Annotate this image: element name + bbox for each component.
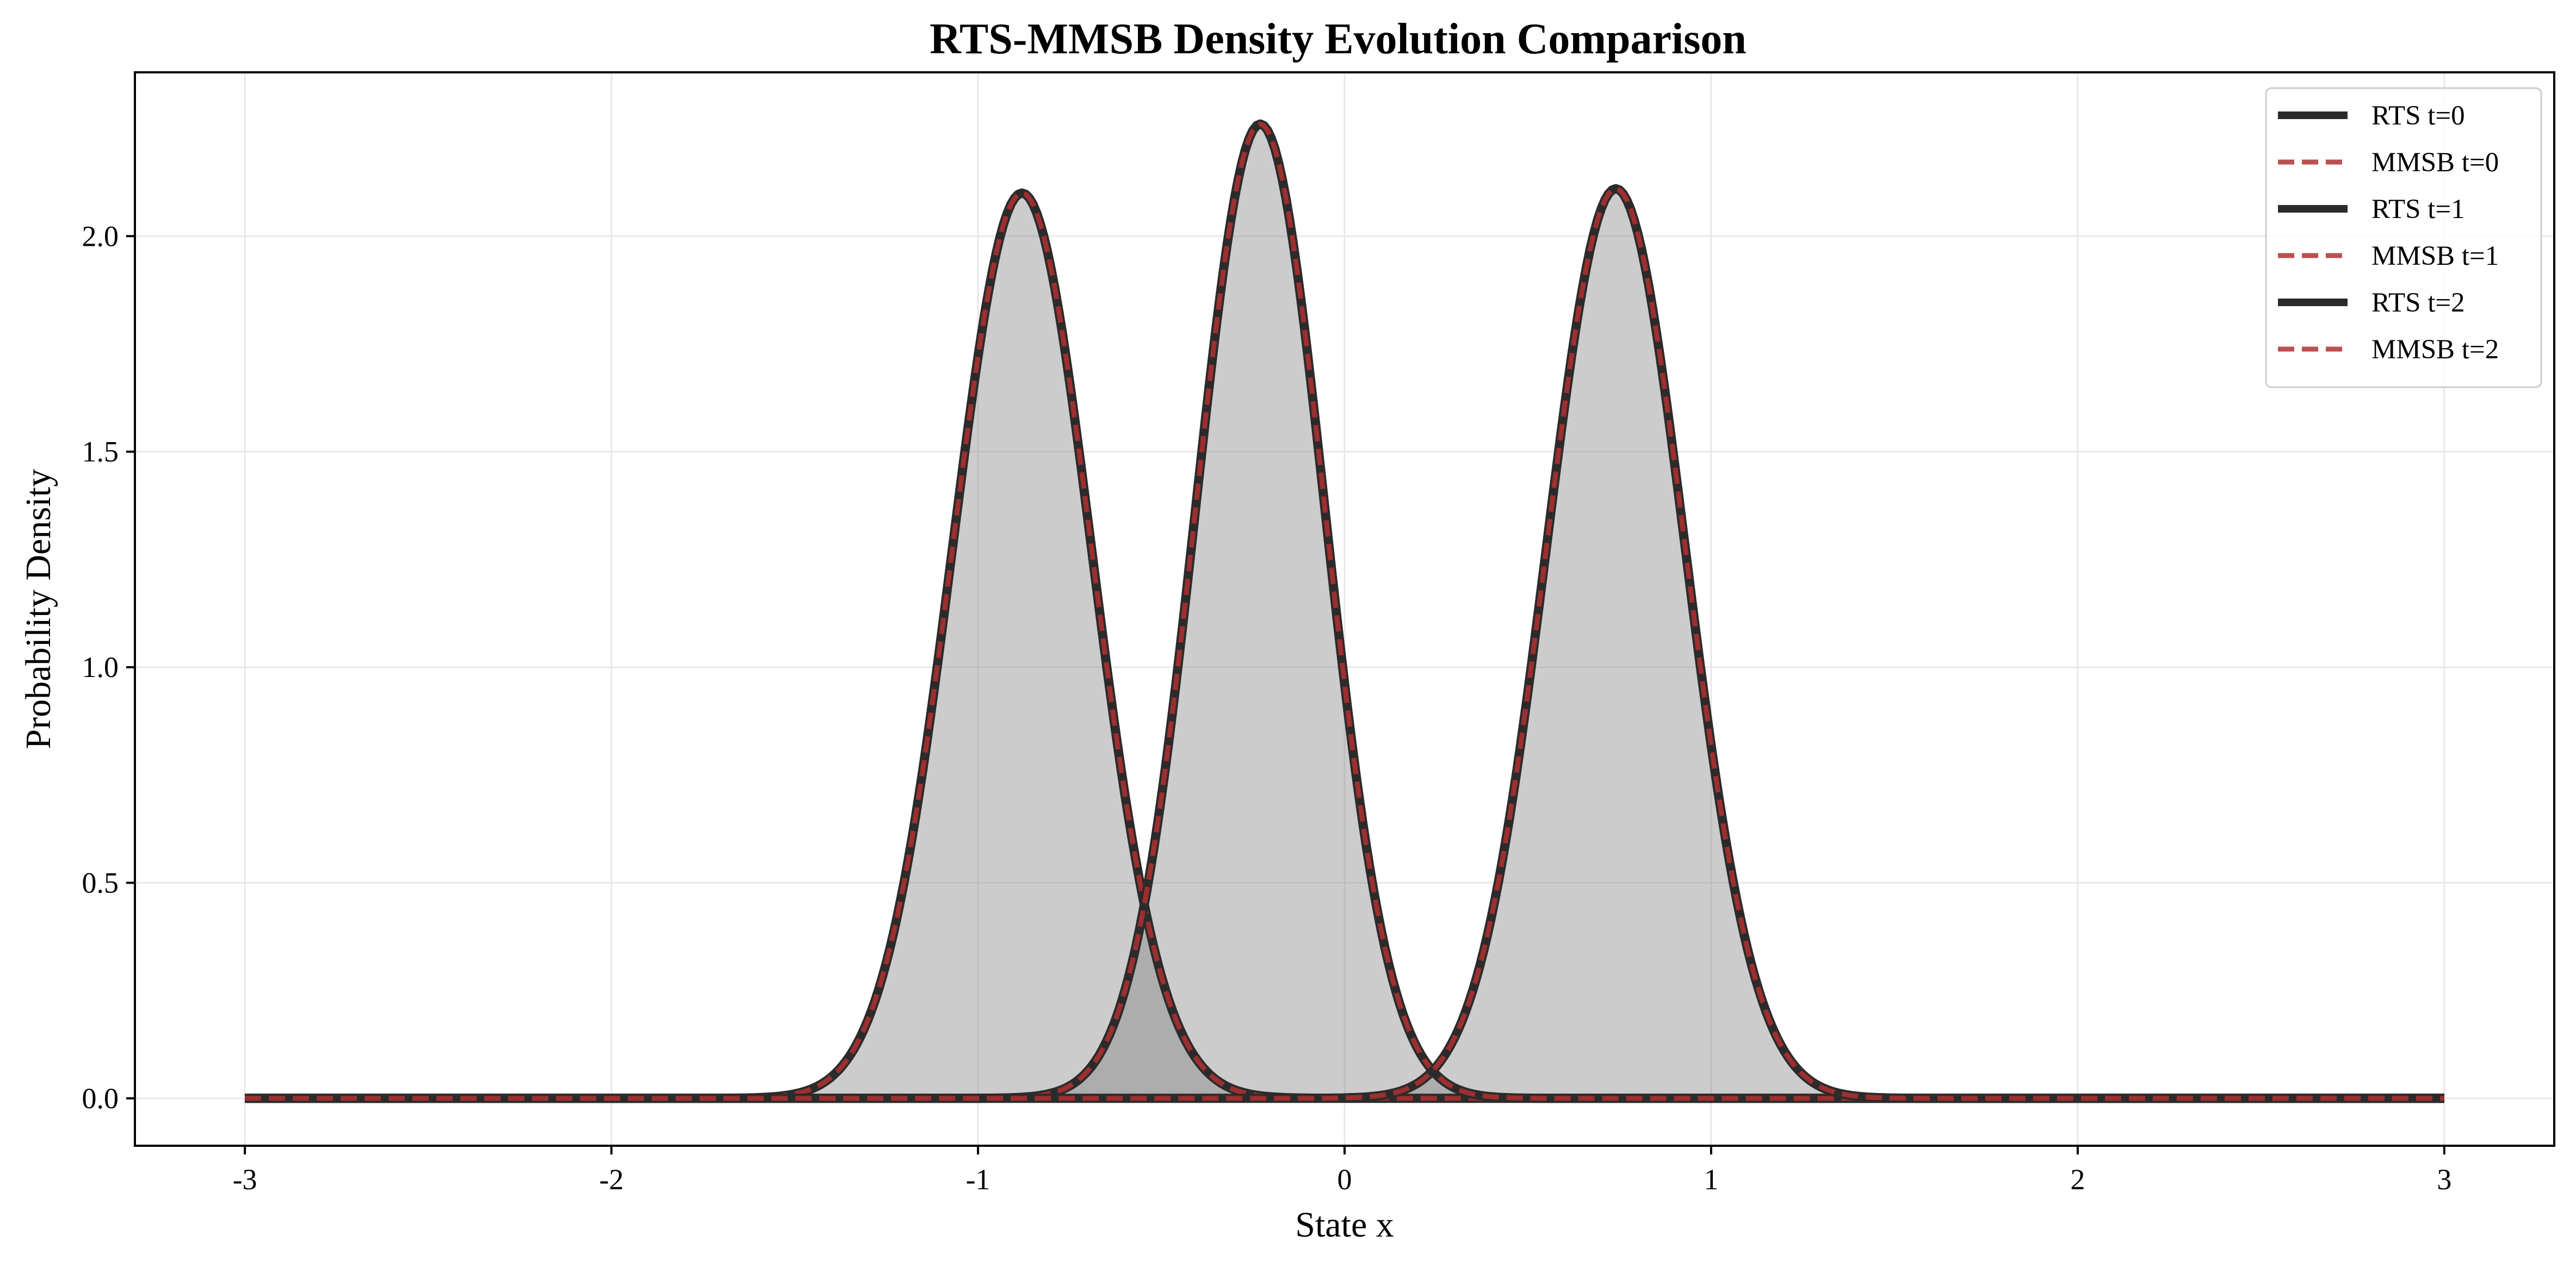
legend-label: MMSB t=2 [2371,334,2499,365]
x-tick-label: -2 [599,1163,624,1196]
y-tick-label: 0.5 [82,866,119,899]
y-tick-label: 2.0 [82,220,119,252]
y-tick-label: 1.5 [82,436,119,468]
x-tick-label: 3 [2437,1163,2451,1196]
legend-label: RTS t=2 [2371,288,2465,318]
x-tick-label: 0 [1337,1163,1352,1196]
series-line-mmsb-t-2 [245,186,2444,1101]
chart-title: RTS-MMSB Density Evolution Comparison [930,15,1747,63]
legend-label: RTS t=1 [2371,194,2465,225]
legend-label: MMSB t=1 [2371,241,2499,271]
x-tick-label: 2 [2070,1163,2085,1196]
x-tick-label: -1 [966,1163,990,1196]
x-tick-label: 1 [1704,1163,1718,1196]
density-lines [244,119,2445,1103]
y-tick-label: 0.0 [82,1082,119,1115]
grid [135,72,2554,1146]
x-axis-label: State x [1295,1205,1394,1245]
legend: RTS t=0 MMSB t=0 RTS t=1 MMSB t=1 RTS t=2 MMS… [2265,87,2542,388]
legend-label: MMSB t=0 [2371,147,2499,178]
x-tick-label: -3 [233,1163,257,1196]
density-fills [245,124,2444,1098]
legend-label: RTS t=0 [2371,101,2465,131]
axis-ticks: -3 -2 -1 0 1 2 3 0.0 0.5 1.0 1.5 2.0 [82,220,2452,1196]
y-axis-label: Probability Density [18,469,58,749]
y-tick-label: 1.0 [82,651,119,684]
density-fill [245,124,2444,1098]
